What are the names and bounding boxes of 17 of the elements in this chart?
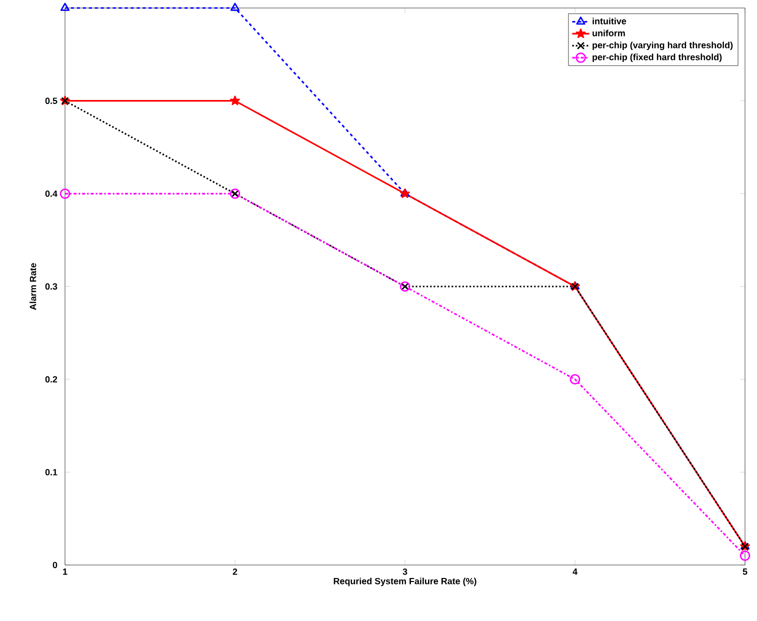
y-axis-title: Alarm Rate: [30, 263, 36, 310]
x-axis-title: Requried System Failure Rate (%): [334, 578, 476, 586]
x-tick-label: 2: [232, 568, 238, 575]
legend-label: per-chip (fixed hard threshold): [592, 54, 722, 62]
x-tick-label: 4: [572, 568, 578, 575]
y-tick-label: 0.5: [45, 98, 58, 104]
legend-label: uniform: [592, 30, 625, 36]
y-tick-label: 0.2: [45, 376, 58, 383]
x-tick-label: 3: [402, 568, 408, 575]
y-tick-label: 0.1: [45, 468, 58, 476]
legend-label: per-chip (varying hard threshold): [592, 42, 733, 50]
y-tick-label: 0.4: [45, 190, 58, 197]
x-tick-label: 5: [742, 568, 748, 575]
legend-label: intuitive: [592, 18, 626, 24]
y-tick-label: 0.3: [45, 283, 58, 290]
y-tick-label: 0: [52, 562, 58, 568]
x-tick-label: 1: [63, 568, 68, 575]
